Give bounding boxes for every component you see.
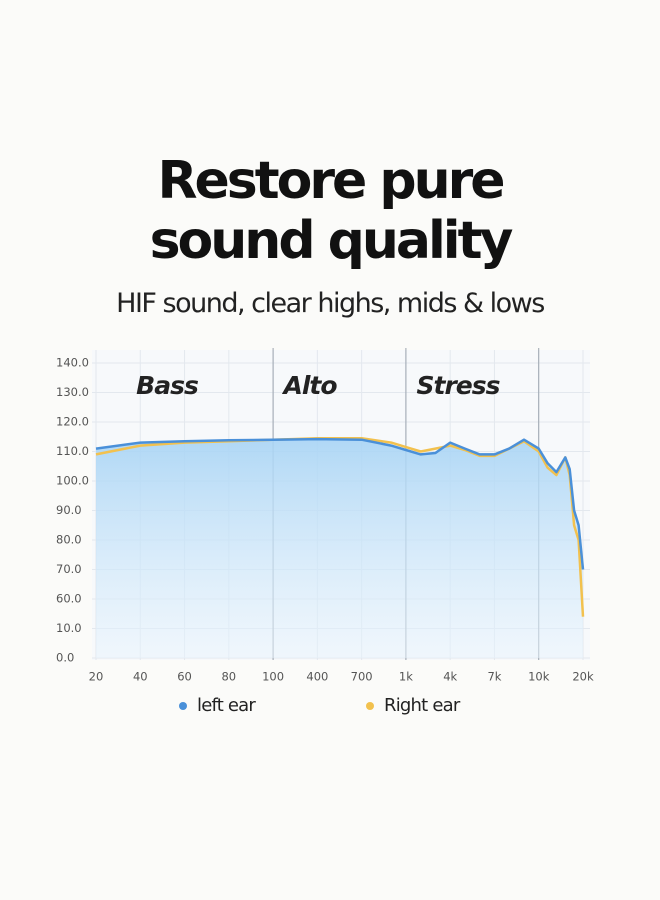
x-tick-label: 1k: [399, 670, 413, 684]
y-tick-label: 70.0: [56, 562, 82, 576]
subtitle: HIF sound, clear highs, mids & lows: [116, 288, 544, 319]
section-label: Bass: [136, 371, 198, 400]
area-fill: [96, 439, 583, 658]
plot: 140.0 130.0 120.0 110.0 100.0 90.0 80.0 70.0 60.…: [56, 348, 594, 716]
x-tick-label: 20: [89, 670, 104, 684]
section-label: Stress: [416, 371, 499, 400]
title-line: Restore pure: [157, 151, 503, 211]
x-tick-label: 100: [262, 670, 284, 684]
y-tick-label: 90.0: [56, 503, 82, 517]
x-tick-label: 10k: [528, 670, 550, 684]
x-tick-label: 4k: [443, 670, 457, 684]
y-tick-label: 10.0: [56, 621, 82, 635]
legend-marker: [179, 702, 187, 710]
series-line: [95, 437, 585, 570]
x-tick-label: 7k: [487, 670, 501, 684]
legend-label: Right ear: [384, 695, 461, 716]
x-tick-label: 40: [133, 670, 148, 684]
legend-marker: [366, 702, 374, 710]
y-tick-label: 100.0: [56, 474, 89, 488]
x-tick-label: 20k: [572, 670, 594, 684]
x-tick-label: 60: [177, 670, 192, 684]
x-tick-label: 80: [221, 670, 236, 684]
y-tick-label: 140.0: [56, 356, 89, 370]
y-tick-label: 80.0: [56, 533, 82, 547]
y-tick-label: 60.0: [56, 592, 82, 606]
y-tick-label: 120.0: [56, 415, 89, 429]
x-tick-label: 400: [306, 670, 328, 684]
x-tick-label: 700: [351, 670, 373, 684]
title-line: sound quality: [150, 211, 513, 271]
legend-label: left ear: [197, 695, 256, 716]
y-tick-label: 0.0: [56, 651, 74, 665]
y-tick-label: 130.0: [56, 385, 89, 399]
y-tick-label: 110.0: [56, 444, 89, 458]
section-label: Alto: [281, 371, 337, 400]
